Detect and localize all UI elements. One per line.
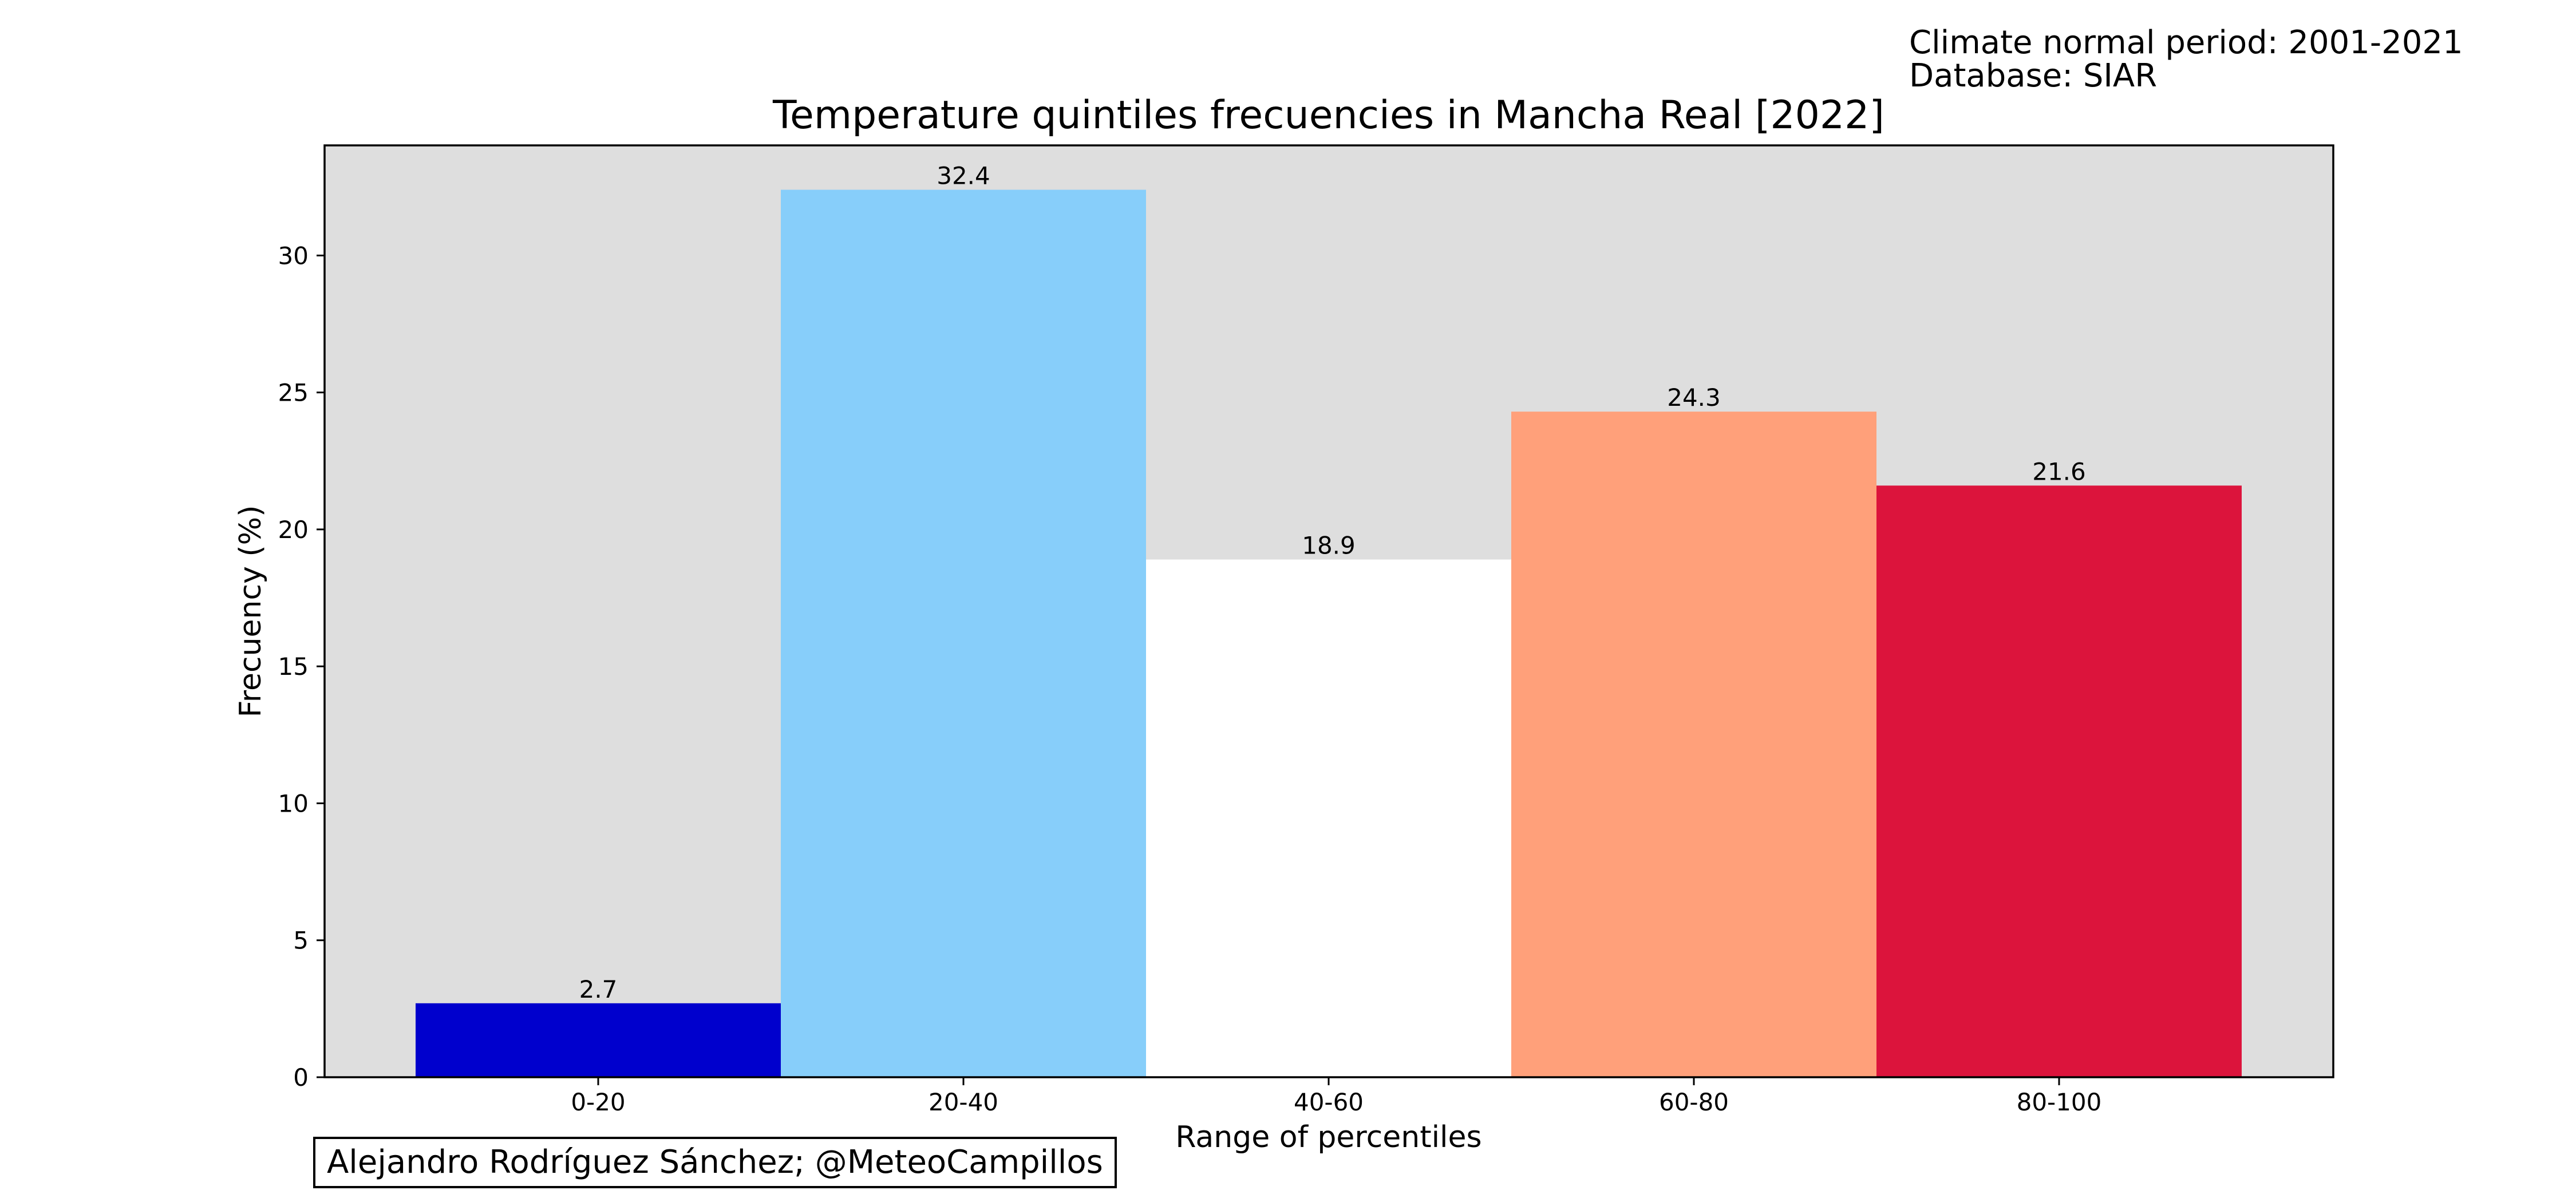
data-label-80-100: 21.6 xyxy=(2032,457,2086,485)
x-tick-label-40-60: 40-60 xyxy=(1294,1088,1364,1116)
y-tick-label-0: 0 xyxy=(293,1063,309,1092)
y-tick-label-30: 30 xyxy=(278,242,309,270)
x-tick-label-80-100: 80-100 xyxy=(2017,1088,2102,1116)
x-tick-label-20-40: 20-40 xyxy=(929,1088,998,1116)
database-note: Database: SIAR xyxy=(1909,57,2158,94)
author-credit: Alejandro Rodríguez Sánchez; @MeteoCampi… xyxy=(313,1137,1117,1188)
data-label-60-80: 24.3 xyxy=(1667,383,1721,412)
y-tick-label-20: 20 xyxy=(278,516,309,544)
y-tick-label-5: 5 xyxy=(293,927,309,955)
y-axis-label: Frecuency (%) xyxy=(234,505,268,718)
bar-20-40 xyxy=(781,189,1146,1077)
y-tick-label-15: 15 xyxy=(278,653,309,681)
bar-60-80 xyxy=(1511,412,1876,1078)
data-label-40-60: 18.9 xyxy=(1302,532,1356,560)
climate-period-note: Climate normal period: 2001-2021 xyxy=(1909,24,2463,61)
data-label-20-40: 32.4 xyxy=(937,162,990,190)
x-axis-label: Range of percentiles xyxy=(1175,1120,1481,1154)
chart-title: Temperature quintiles frecuencies in Man… xyxy=(772,93,1884,138)
y-tick-label-25: 25 xyxy=(278,379,309,407)
x-tick-label-60-80: 60-80 xyxy=(1659,1088,1729,1116)
x-tick-label-0-20: 0-20 xyxy=(571,1088,625,1116)
bar-80-100 xyxy=(1876,485,2242,1078)
bar-40-60 xyxy=(1146,559,1511,1077)
bar-0-20 xyxy=(416,1003,781,1077)
data-label-0-20: 2.7 xyxy=(579,975,618,1003)
y-tick-label-10: 10 xyxy=(278,789,309,817)
